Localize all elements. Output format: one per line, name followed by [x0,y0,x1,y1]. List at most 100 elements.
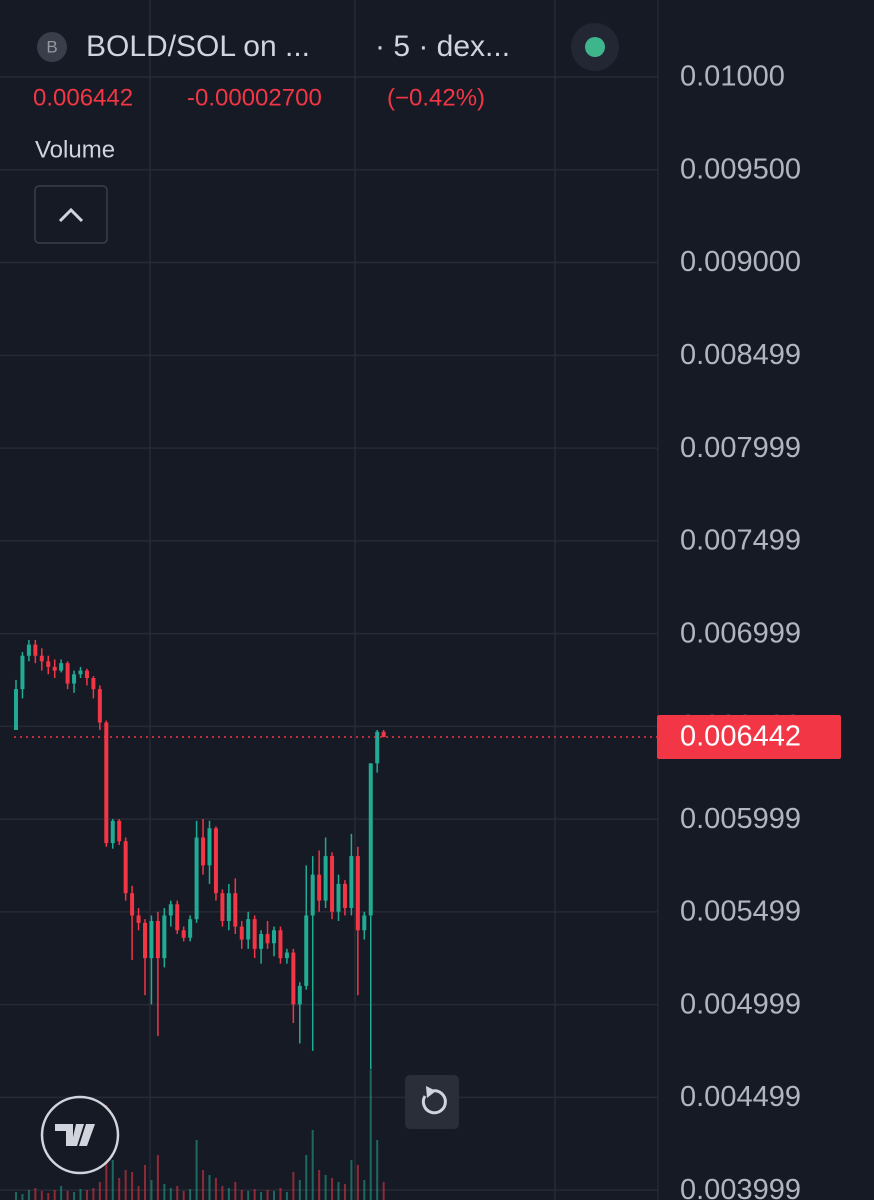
avatar [37,32,67,62]
candle-body [323,856,328,901]
y-tick-label: 0.007999 [680,432,801,464]
controls [40,1075,459,1175]
candle-body [252,919,257,949]
volume-bar [227,1188,230,1200]
volume-bar [234,1182,237,1200]
candle-body [39,655,44,662]
volume-bar [376,1140,379,1200]
candle-body [355,856,360,931]
y-tick-label: 0.006999 [680,617,801,649]
volume-bar [337,1182,340,1200]
candle-body [136,915,141,923]
y-tick-label: 0.01000 [680,61,785,93]
volume-bar [182,1191,185,1200]
volume-bar [47,1193,50,1200]
y-tick-label: 0.009500 [680,153,801,185]
volume-bar [363,1180,366,1200]
collapse-button[interactable] [34,185,108,244]
candle-body [26,644,31,656]
candle-body [194,837,199,920]
y-tick-label: 0.004499 [680,1081,801,1113]
last-price: 0.006442 [33,84,133,111]
grid [0,76,658,1191]
volume-bar [331,1178,334,1200]
volume-bar [92,1188,95,1200]
candle-body [349,856,354,909]
candle-body [317,874,322,901]
volume-bar [60,1186,63,1200]
candle-body [201,837,206,866]
candle-body [259,933,264,949]
volume-bar [124,1170,127,1200]
candle-body [181,930,186,938]
reset-arrow [426,1086,436,1098]
price-change: -0.00002700 [187,84,322,111]
candle-body [284,952,289,959]
candle-body [130,893,135,916]
reset-icon [421,1089,447,1115]
candle-body [233,893,238,927]
y-tick-label: 0.009000 [680,246,801,278]
volume-bar [163,1184,166,1200]
candle-body [368,763,373,916]
volume-bar [279,1188,282,1200]
candle-body [84,670,89,679]
volume-bar [15,1192,17,1200]
volume-bar [311,1130,314,1200]
candle-body [78,670,83,675]
symbol-title: BOLD/SOL on ... [86,30,310,63]
candle-body [97,689,102,723]
candle-body [336,883,341,912]
reset-button[interactable] [405,1075,459,1129]
candle-body [207,828,212,866]
volume-bar [221,1186,224,1200]
candles [14,639,386,1070]
candle-body [188,919,193,938]
y-tick-label: 0.008499 [680,339,801,371]
volume-bar [356,1165,359,1200]
candle-body [310,874,315,916]
candle-body [220,893,225,922]
last-price-box [657,714,841,759]
volume-bar [137,1186,140,1200]
y-tick-label: 0.005499 [680,896,801,928]
candle-body [149,921,154,959]
candle-body [362,915,367,931]
volume-bar [98,1182,101,1200]
candle-body [33,644,38,656]
symbol-subtitle: · 5 · dex... [375,30,510,63]
candle-body [123,841,128,894]
candle-body [375,731,380,764]
volume-bar [79,1189,82,1200]
candle-body [265,933,270,944]
candle-body [226,893,231,922]
volume-bar [305,1155,308,1200]
candle-body [65,663,70,684]
status-dot [585,37,605,57]
candle-body [168,904,173,916]
candle-body [117,820,122,842]
y-tick-label: 0.005999 [680,803,801,835]
volume-bar [273,1191,275,1200]
candle-body [59,663,64,671]
volume-bar [369,1070,372,1200]
candle-body [91,678,96,690]
volume-bar [266,1190,269,1200]
volume-bar [34,1188,37,1200]
candle-body [143,922,147,959]
volume-bar [40,1191,43,1200]
volume-bar [131,1172,134,1200]
candle-body [330,856,335,912]
volume-bar [118,1178,121,1200]
volume-bar [214,1178,217,1200]
candle-body [272,930,276,944]
candle-body [278,930,283,959]
volume-bar [208,1175,211,1200]
candle-body [72,674,77,684]
volume-bar [285,1192,288,1200]
candle-body [46,661,51,667]
volume-bar [247,1191,250,1200]
